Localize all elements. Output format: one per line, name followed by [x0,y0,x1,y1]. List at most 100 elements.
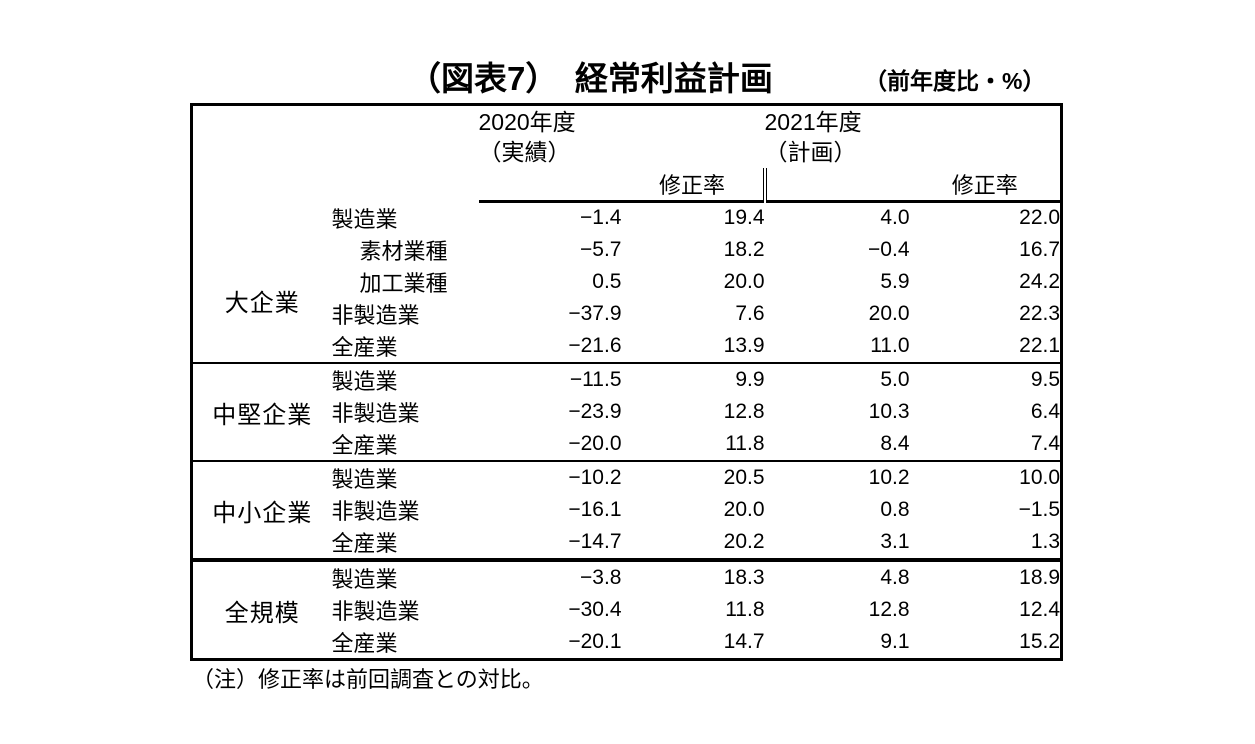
value-cell: 15.2 [1019,629,1061,653]
group-label-midsize: 中堅企業 [191,361,332,461]
value-cell: 19.4 [723,206,765,230]
value-cell: 20.0 [723,269,765,293]
value-cell: 5.0 [764,361,910,396]
value-cell: 6.4 [1030,399,1061,423]
value-cell: −30.4 [568,597,622,621]
value-cell: 20.2 [723,529,765,553]
industry-label: 非製造業 [331,400,420,426]
table-row: 中小企業 製造業 −10.2 20.5 10.2 10.0 [191,459,1062,560]
value-cell: 12.8 [868,597,910,621]
value-cell: 18.2 [723,237,765,261]
header-spacer-cell [478,167,622,203]
value-cell: 8.4 [880,431,910,455]
value-cell: 10.2 [764,459,910,494]
group-label-large: 大企業 [224,289,300,317]
group-label-all: 全規模 [191,557,332,659]
table-row: 全産業 −20.1 14.7 9.1 15.2 [192,626,1062,660]
header-revision-2020: 修正率 [621,167,767,203]
header-spacer-cell [764,167,910,203]
value-cell: 12.4 [1019,597,1061,621]
value-cell: −20.0 [568,431,622,455]
header-revision-2021: 修正率 [909,167,1062,203]
value-cell: 11.0 [870,333,910,357]
industry-label: 製造業 [331,459,479,494]
value-cell: 0.8 [880,497,910,521]
value-cell: 10.3 [868,399,910,423]
table-row: 全産業 −20.0 11.8 8.4 7.4 [192,428,1062,461]
value-cell: 9.9 [621,361,765,396]
value-cell: −1.4 [580,206,622,230]
value-cell: 3.1 [880,529,910,553]
value-cell: 18.3 [621,557,765,594]
industry-label: 加工業種 [359,270,448,296]
value-cell: −14.7 [568,529,622,553]
footnote: （注）修正率は前回調査との対比。 [192,667,544,692]
industry-label: 製造業 [331,557,479,594]
value-cell: 22.0 [1019,206,1061,230]
figure-title: （図表7） 経常利益計画 [408,60,773,97]
value-cell: −23.9 [568,399,622,423]
value-cell: −16.1 [568,497,622,521]
industry-label: 素材業種 [359,238,448,264]
value-cell: 9.5 [909,361,1062,396]
table-row: 加工業種 0.5 20.0 5.9 24.2 [192,266,1062,298]
value-cell: 7.6 [735,301,765,325]
value-cell: 20.0 [868,301,910,325]
profit-plan-table: 2020年度 （実績） 2021年度 （計画） 修正率 修正率 大企業 製造業 … [190,103,1064,661]
table-row: 非製造業 −30.4 11.8 12.8 12.4 [192,594,1062,626]
value-cell: 22.1 [1019,333,1061,357]
group-label-small: 中小企業 [191,459,332,560]
header-2021-group: 2021年度 （計画） [765,105,1062,168]
value-cell: −21.6 [568,333,622,357]
industry-label: 非製造業 [331,302,420,328]
header-2021-year: 2021年度 [764,108,862,135]
value-cell: −1.5 [1018,497,1061,521]
header-2020-year: 2020年度 [478,108,576,135]
value-cell: 4.8 [764,557,910,594]
value-cell: −11.5 [478,361,622,396]
value-cell: 12.8 [723,399,765,423]
value-cell: 7.4 [1030,431,1061,455]
table-row: 非製造業 −37.9 7.6 20.0 22.3 [192,298,1062,330]
value-cell: 13.9 [723,333,765,357]
value-cell: 18.9 [909,557,1062,594]
table-row: 全規模 製造業 −3.8 18.3 4.8 18.9 [191,557,1062,659]
table-row: 非製造業 −23.9 12.8 10.3 6.4 [192,396,1062,428]
value-cell: 0.5 [592,269,622,293]
table-row: 大企業 製造業 −1.4 19.4 4.0 22.0 [192,202,1062,316]
industry-label: 全産業 [331,334,398,360]
value-cell: 20.5 [621,459,765,494]
value-cell: −3.8 [478,557,622,594]
industry-label: 全産業 [331,530,398,556]
value-cell: 16.7 [1019,237,1061,261]
value-cell: −20.1 [568,629,622,653]
industry-label: 非製造業 [331,498,420,524]
value-cell: −10.2 [478,459,622,494]
value-cell: 10.0 [909,459,1062,494]
header-2021-sub: （計画） [764,138,857,165]
value-cell: 11.8 [725,431,765,455]
value-cell: −37.9 [568,301,622,325]
industry-label: 製造業 [331,206,398,232]
header-2020-sub: （実績） [478,138,571,165]
value-cell: 22.3 [1019,301,1061,325]
figure-unit-label: （前年度比・%） [864,68,1046,94]
value-cell: 24.2 [1019,269,1061,293]
industry-label: 全産業 [331,630,398,656]
value-cell: 9.1 [880,629,910,653]
value-cell: 20.0 [723,497,765,521]
header-row-1: 2020年度 （実績） 2021年度 （計画） [192,105,1062,168]
industry-label: 全産業 [331,432,398,458]
value-cell: 5.9 [880,269,910,293]
header-2020-group: 2020年度 （実績） [479,105,765,168]
industry-label: 非製造業 [331,598,420,624]
value-cell: 14.7 [723,629,765,653]
value-cell: 11.8 [725,597,765,621]
value-cell: −0.4 [868,237,910,261]
industry-label: 製造業 [331,361,479,396]
table-row: 全産業 −21.6 13.9 11.0 22.1 [192,330,1062,363]
value-cell: −5.7 [580,237,622,261]
header-empty-cell [192,105,479,202]
table-row: 全産業 −14.7 20.2 3.1 1.3 [192,526,1062,560]
